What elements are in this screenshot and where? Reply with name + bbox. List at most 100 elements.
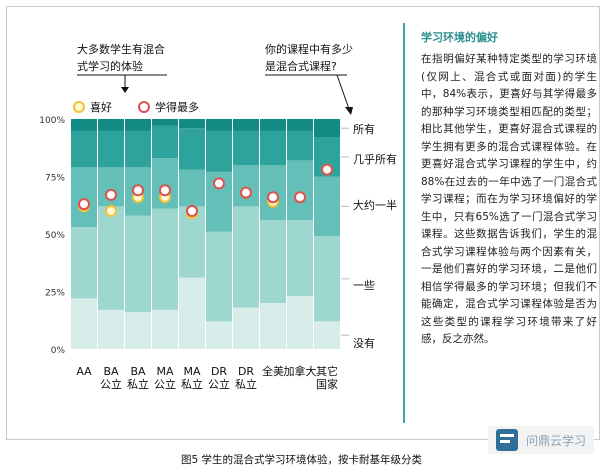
annotation-1-arrowhead — [121, 87, 129, 93]
bar-segment-1 — [152, 309, 178, 349]
bar-segment-2 — [98, 206, 124, 310]
bar-segment-4 — [125, 130, 151, 168]
stack-label: 几乎所有 — [353, 152, 397, 166]
stack-label: 所有 — [353, 122, 375, 136]
bar-segment-3 — [314, 176, 340, 237]
bar-segment-1 — [233, 307, 259, 349]
bar-segment-5 — [152, 119, 178, 126]
x-category-label: MA — [156, 365, 173, 378]
bar-segment-1 — [125, 312, 151, 349]
x-category-label: 国家 — [316, 377, 338, 391]
x-category-label: 其它 — [316, 364, 338, 378]
bar-segment-4 — [287, 130, 313, 161]
x-category-label: 公立 — [208, 377, 230, 391]
x-category-label: DR — [238, 365, 254, 378]
bar-segment-5 — [314, 119, 340, 138]
x-category-label: 私立 — [127, 377, 149, 391]
x-category-label: BA — [130, 365, 146, 378]
bar-segment-1 — [98, 309, 124, 349]
marker-learned-most — [267, 191, 279, 204]
bar-segment-1 — [206, 321, 232, 349]
marker-learned-most — [186, 205, 198, 217]
x-category-label: BA — [103, 365, 119, 378]
annotation-2-line-2: 是混合式课程? — [265, 59, 337, 73]
bar-segment-5 — [287, 119, 313, 131]
x-category-label: 全美 — [262, 364, 284, 378]
sidebar-body: 在指明偏好某种特定类型的学习环境(仅网上、混合式或面对面)的学生中，84%表示，… — [421, 53, 597, 345]
y-tick-label: 75% — [45, 174, 65, 184]
bar-segment-2 — [287, 220, 313, 297]
bar-segment-2 — [125, 215, 151, 313]
bar-segment-1 — [287, 296, 313, 349]
marker-learned-most — [294, 191, 306, 204]
bar-segment-5 — [71, 119, 97, 131]
legend-learned-most-marker — [138, 101, 150, 113]
marker-learned-most — [213, 177, 225, 190]
marker-learned-most — [78, 198, 90, 211]
bar-segment-2 — [233, 206, 259, 308]
x-category-label: 私立 — [181, 377, 203, 391]
annotation-2-line-1: 你的课程中有多少 — [265, 42, 353, 56]
marker-learned-most — [132, 184, 144, 197]
bar-segment-4 — [260, 130, 286, 165]
bar-segment-2 — [260, 220, 286, 303]
bar-segment-3 — [233, 165, 259, 207]
bar-segment-1 — [314, 321, 340, 349]
legend-learned-most-label: 学得最多 — [155, 100, 199, 114]
marker-learned-most — [240, 186, 252, 199]
marker-preference — [105, 205, 117, 217]
bar-segment-4 — [152, 125, 178, 159]
bar-segment-5 — [233, 119, 259, 131]
stack-label: 一些 — [353, 278, 375, 292]
legend-preference-marker — [73, 101, 85, 113]
x-category-label: 公立 — [100, 377, 122, 391]
x-category-label: 加拿大 — [284, 364, 317, 378]
annotation-2-arrowhead — [345, 107, 353, 115]
figure-frame: 0% 25% 50% 75% 100% 所有 几乎所有 大约一半 一些 没有 AA BA 公立 BA 私立 M… — [6, 6, 600, 440]
x-category-label: MA — [183, 365, 200, 378]
y-tick-label: 50% — [45, 231, 65, 241]
watermark-text: 问鼎云学习 — [526, 433, 587, 448]
bar-segment-1 — [71, 298, 97, 349]
y-tick-label: 25% — [45, 289, 65, 299]
bar-segment-5 — [125, 119, 151, 131]
bar-segment-2 — [152, 208, 178, 310]
sidebar-title: 学习环境的偏好 — [421, 31, 498, 44]
annotation-2-pointer — [336, 74, 350, 110]
bar-segment-5 — [260, 119, 286, 131]
bar-segment-5 — [206, 119, 232, 131]
stack-label: 没有 — [353, 336, 375, 350]
bar-segment-2 — [71, 227, 97, 299]
bar-segment-2 — [206, 231, 232, 322]
bar-segment-4 — [206, 130, 232, 172]
annotation-1-line-1: 大多数学生有混合 — [77, 42, 165, 56]
bar-segment-1 — [260, 303, 286, 349]
bar-segment-4 — [71, 130, 97, 168]
annotation-1-line-2: 式学习的体验 — [77, 59, 143, 73]
bar-segment-4 — [179, 128, 205, 170]
x-category-label: 私立 — [235, 377, 257, 391]
bar-segment-3 — [287, 160, 313, 221]
legend-preference-label: 喜好 — [90, 100, 112, 114]
stack-label: 大约一半 — [353, 198, 397, 212]
bar-segment-3 — [71, 167, 97, 228]
bar-segment-5 — [179, 119, 205, 129]
figure-caption: 图5 学生的混合式学习环境体验，按卡耐基年级分类 — [180, 454, 423, 466]
x-category-label: 公立 — [154, 377, 176, 391]
marker-learned-most — [105, 188, 117, 201]
bar-segment-4 — [98, 130, 124, 168]
x-category-label: DR — [211, 365, 227, 378]
watermark: 问鼎云学习 — [488, 426, 595, 454]
y-tick-label: 100% — [39, 116, 65, 126]
marker-learned-most — [321, 163, 333, 176]
bar-segment-1 — [179, 277, 205, 349]
bar-segment-5 — [98, 119, 124, 131]
marker-learned-most — [159, 184, 171, 197]
x-category-label: AA — [76, 365, 92, 378]
y-tick-label: 0% — [51, 346, 66, 356]
sidebar-divider — [403, 23, 405, 423]
bar-segment-4 — [233, 130, 259, 165]
watermark-logo-icon — [496, 429, 518, 451]
bar-segment-3 — [179, 169, 205, 207]
